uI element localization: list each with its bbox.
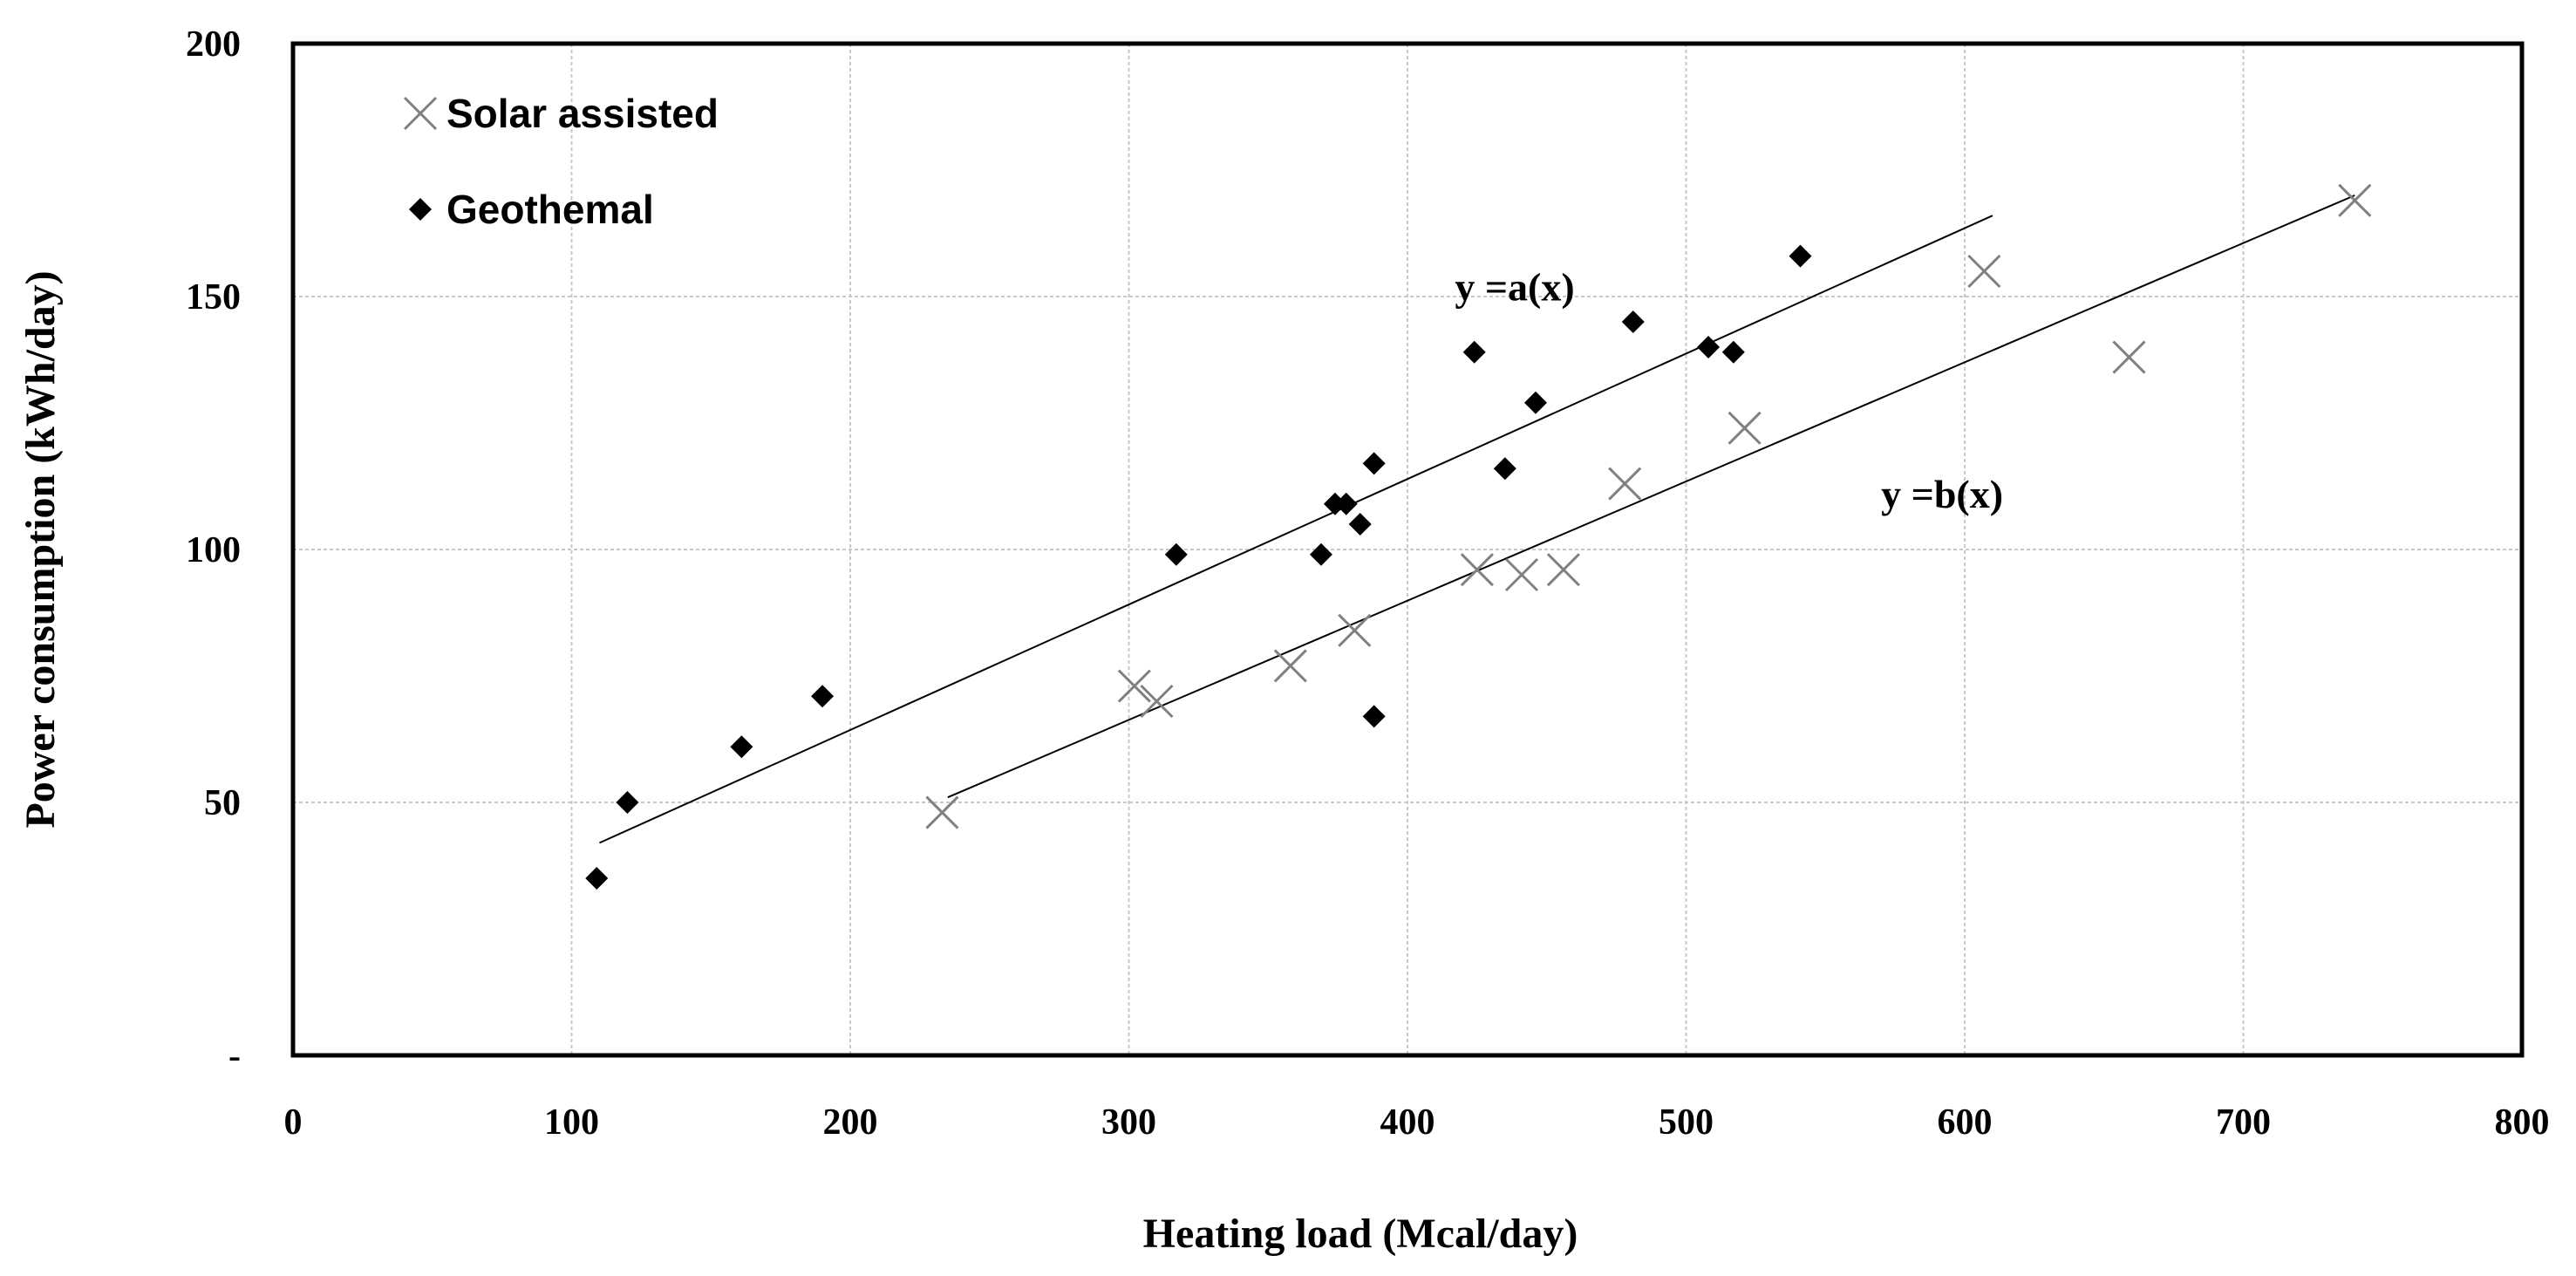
x-marker-stroke <box>1546 553 1580 587</box>
x-marker-stroke <box>1460 553 1494 587</box>
geothemal-point <box>1164 542 1188 566</box>
x-tick-label: 0 <box>284 1102 303 1143</box>
geothemal-point <box>1362 452 1386 475</box>
geothemal-point <box>585 867 609 890</box>
x-tick-label: 300 <box>1101 1102 1156 1143</box>
geothemal-point <box>1621 310 1645 333</box>
solar-assisted-point <box>925 795 959 829</box>
x-marker-stroke <box>1338 613 1372 647</box>
trendline-labels: y =a(x) y =b(x) <box>1455 264 2003 516</box>
x-tick-label: 200 <box>823 1102 878 1143</box>
y-axis-title: Power consumption (kWh/day) <box>17 270 64 828</box>
geothemal-point <box>1348 513 1372 536</box>
x-axis-title: Heating load (Mcal/day) <box>1143 1211 1578 1257</box>
x-marker-stroke <box>925 795 959 829</box>
geothemal-point <box>1309 542 1332 566</box>
solar-assisted-point <box>1460 553 1494 587</box>
y-axis-ticks: - 50 100 150 200 <box>186 24 241 1076</box>
legend-marker-geothemal <box>409 198 432 221</box>
x-marker-stroke <box>1273 649 1307 683</box>
solar-assisted-point <box>1140 684 1174 719</box>
geothemal-point <box>1334 492 1358 515</box>
y-tick-label: 200 <box>186 24 241 65</box>
x-tick-label: 500 <box>1659 1102 1714 1143</box>
trendline-label: y =a(x) <box>1455 264 1574 309</box>
y-tick-label: 150 <box>186 277 241 317</box>
trendline <box>947 194 2355 799</box>
trendlines <box>599 194 2355 844</box>
x-tick-label: 800 <box>2495 1102 2550 1143</box>
geothemal-point <box>1462 340 1486 364</box>
solar-assisted-point <box>1608 467 1642 501</box>
plot-area-frame <box>290 41 2525 1058</box>
geothemal-point <box>616 791 639 814</box>
solar-assisted-point <box>1117 669 1151 703</box>
solar-assisted-point <box>2338 183 2372 217</box>
solar-assisted-point <box>1504 557 1539 592</box>
x-marker-stroke <box>1967 254 2001 289</box>
trendline <box>599 215 1993 844</box>
solar-assisted-point <box>1967 254 2001 289</box>
legend: Solar assisted Geothemal <box>403 91 719 232</box>
x-tick-label: 100 <box>544 1102 599 1143</box>
gridlines <box>293 44 2522 1055</box>
x-marker-stroke <box>2338 183 2372 217</box>
solar-assisted-point <box>1728 411 1762 445</box>
x-marker-stroke <box>1608 467 1642 501</box>
x-axis-ticks: 0 100 200 300 400 500 600 700 800 <box>284 1102 2550 1143</box>
x-marker-stroke <box>2112 340 2146 374</box>
geothemal-point <box>730 735 753 759</box>
geothemal-point <box>1362 705 1386 728</box>
x-tick-label: 400 <box>1380 1102 1435 1143</box>
legend-x-marker <box>403 96 438 131</box>
x-marker-stroke <box>403 96 438 131</box>
x-marker-stroke <box>1140 684 1174 719</box>
geothemal-point <box>1697 336 1721 358</box>
data-points <box>585 183 2372 890</box>
x-tick-label: 600 <box>1938 1102 1993 1143</box>
y-tick-label: - <box>228 1036 241 1076</box>
legend-diamond-marker <box>409 198 432 221</box>
solar-assisted-point <box>2112 340 2146 374</box>
x-marker-stroke <box>1504 557 1539 592</box>
legend-label-solar-assisted: Solar assisted <box>446 91 719 136</box>
trendline-label: y =b(x) <box>1881 472 2003 516</box>
y-tick-label: 50 <box>204 783 241 823</box>
geothemal-point <box>1721 340 1745 364</box>
x-tick-label: 700 <box>2216 1102 2271 1143</box>
legend-label-geothemal: Geothemal <box>446 187 654 232</box>
x-marker-stroke <box>1117 669 1151 703</box>
legend-marker-solar-assisted <box>403 96 438 131</box>
geothemal-point <box>811 685 835 708</box>
x-marker-stroke <box>1728 411 1762 445</box>
solar-assisted-point <box>1273 649 1307 683</box>
y-tick-label: 100 <box>186 530 241 570</box>
solar-assisted-point <box>1546 553 1580 587</box>
solar-assisted-point <box>1338 613 1372 647</box>
geothemal-point <box>1523 391 1547 414</box>
geothemal-point <box>1493 457 1516 481</box>
geothemal-point <box>1789 244 1812 268</box>
